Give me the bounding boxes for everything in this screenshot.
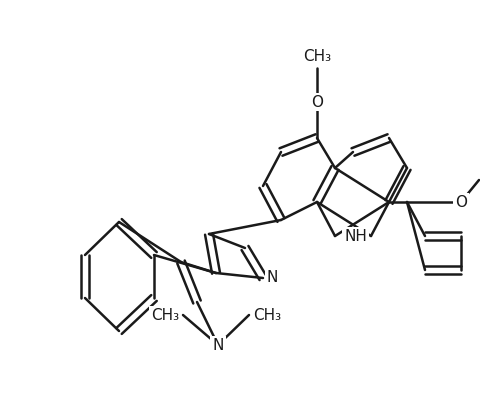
Text: CH₃: CH₃: [151, 308, 179, 323]
Text: NH: NH: [343, 228, 366, 243]
Text: O: O: [311, 95, 323, 109]
Text: O: O: [454, 194, 466, 210]
Text: CH₃: CH₃: [252, 308, 280, 323]
Text: N: N: [212, 337, 223, 352]
Text: CH₃: CH₃: [302, 49, 330, 64]
Text: N: N: [266, 271, 278, 285]
